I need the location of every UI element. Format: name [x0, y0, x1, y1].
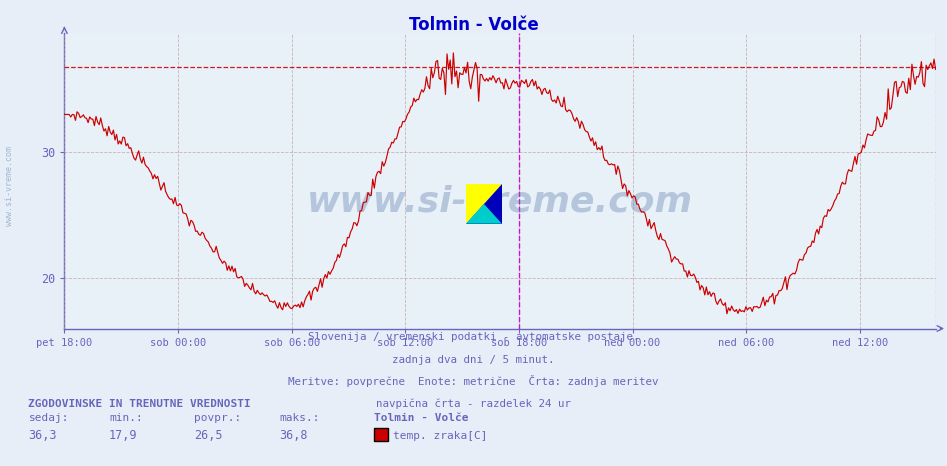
Text: Meritve: povprečne  Enote: metrične  Črta: zadnja meritev: Meritve: povprečne Enote: metrične Črta:… — [288, 375, 659, 387]
Text: Tolmin - Volče: Tolmin - Volče — [374, 413, 469, 423]
Text: ZGODOVINSKE IN TRENUTNE VREDNOSTI: ZGODOVINSKE IN TRENUTNE VREDNOSTI — [28, 399, 251, 409]
Polygon shape — [466, 184, 502, 224]
Text: povpr.:: povpr.: — [194, 413, 241, 423]
Text: 17,9: 17,9 — [109, 430, 137, 442]
Text: navpična črta - razdelek 24 ur: navpična črta - razdelek 24 ur — [376, 399, 571, 409]
Text: www.si-vreme.com: www.si-vreme.com — [307, 184, 693, 218]
Text: 36,8: 36,8 — [279, 430, 308, 442]
Text: sedaj:: sedaj: — [28, 413, 69, 423]
Text: maks.:: maks.: — [279, 413, 320, 423]
Text: 26,5: 26,5 — [194, 430, 223, 442]
Text: min.:: min.: — [109, 413, 143, 423]
Text: temp. zraka[C]: temp. zraka[C] — [393, 432, 488, 441]
Polygon shape — [466, 204, 502, 224]
Text: 36,3: 36,3 — [28, 430, 57, 442]
Polygon shape — [466, 184, 502, 224]
Text: www.si-vreme.com: www.si-vreme.com — [5, 146, 14, 226]
Text: Tolmin - Volče: Tolmin - Volče — [408, 16, 539, 34]
Text: zadnja dva dni / 5 minut.: zadnja dva dni / 5 minut. — [392, 355, 555, 364]
Text: Slovenija / vremenski podatki - avtomatske postaje.: Slovenija / vremenski podatki - avtomats… — [308, 332, 639, 342]
